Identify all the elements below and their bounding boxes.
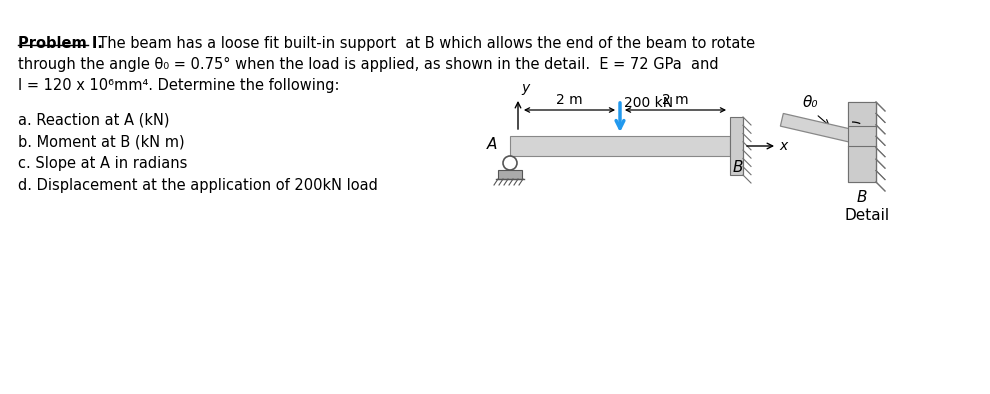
Text: θ₀: θ₀: [802, 95, 818, 110]
Text: 2 m: 2 m: [661, 93, 688, 107]
Text: d. Displacement at the application of 200kN load: d. Displacement at the application of 20…: [18, 178, 378, 193]
Polygon shape: [780, 113, 859, 144]
Bar: [510, 136, 730, 156]
Text: b. Moment at B (kN m): b. Moment at B (kN m): [18, 134, 184, 149]
Text: y: y: [521, 81, 530, 95]
Bar: [730, 117, 743, 175]
Text: B: B: [856, 190, 867, 205]
Bar: [848, 102, 876, 182]
Text: I = 120 x 10⁶mm⁴. Determine the following:: I = 120 x 10⁶mm⁴. Determine the followin…: [18, 78, 340, 93]
Bar: [846, 126, 878, 146]
Text: The beam has a loose fit built-in support  at B which allows the end of the beam: The beam has a loose fit built-in suppor…: [89, 36, 755, 51]
Circle shape: [503, 156, 517, 170]
Text: Problem I.: Problem I.: [18, 36, 103, 51]
Bar: [498, 170, 522, 179]
Text: through the angle θ₀ = 0.75° when the load is applied, as shown in the detail.  : through the angle θ₀ = 0.75° when the lo…: [18, 57, 719, 72]
Text: a. Reaction at A (kN): a. Reaction at A (kN): [18, 112, 169, 127]
Text: B: B: [733, 160, 743, 175]
Text: Detail: Detail: [844, 208, 890, 223]
Text: 2 m: 2 m: [555, 93, 582, 107]
Text: 200 kN: 200 kN: [624, 96, 673, 110]
Text: c. Slope at A in radians: c. Slope at A in radians: [18, 156, 187, 171]
Text: A: A: [487, 136, 497, 152]
Bar: [848, 102, 876, 182]
Text: x: x: [779, 139, 787, 153]
